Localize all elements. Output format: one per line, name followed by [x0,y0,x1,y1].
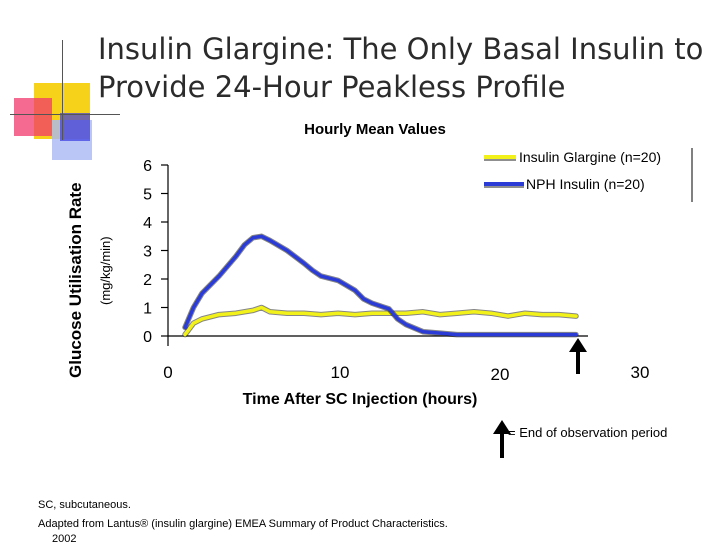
end-observation-arrow-head [569,338,587,352]
footnote-abbreviation: SC, subcutaneous. [38,499,131,511]
chart-title: Hourly Mean Values [304,121,446,138]
x-tick-label: 20 [491,365,510,384]
deco-red-square [14,98,52,136]
deco-vertical-line [62,40,63,140]
y-tick-label: 3 [143,244,152,261]
legend-label: NPH Insulin (n=20) [526,176,645,192]
series-shadow-line [182,233,579,338]
slide-title-line1: Insulin Glargine: The Only Basal Insulin… [98,32,704,66]
y-tick-label: 1 [143,301,152,318]
slide-title: Insulin Glargine: The Only Basal Insulin… [98,30,708,106]
x-tick-label: 30 [631,363,650,382]
y-tick-label: 6 [143,158,152,175]
legend-label: Insulin Glargine (n=20) [519,149,661,165]
x-tick-label: 10 [331,363,350,382]
x-axis-label: Time After SC Injection (hours) [242,391,478,408]
footnote-source: Adapted from Lantus® (insulin glargine) … [38,518,448,530]
note-arrow-head [493,420,511,434]
y-tick-label: 0 [143,329,152,346]
deco-horizontal-line [10,114,120,115]
y-tick-label: 4 [143,215,152,232]
footnote-year: 2002 [52,533,77,545]
series-line-insulin-glargine [183,305,578,337]
series-line-nph-insulin [183,234,578,337]
y-tick-label: 5 [143,187,152,204]
slide-title-line2: Provide 24-Hour Peakless Profile [98,70,566,104]
end-of-observation-note: = End of observation period [508,425,668,440]
x-tick-label: 0 [163,363,172,382]
deco-blue-square [60,113,90,141]
y-tick-label: 2 [143,272,152,289]
